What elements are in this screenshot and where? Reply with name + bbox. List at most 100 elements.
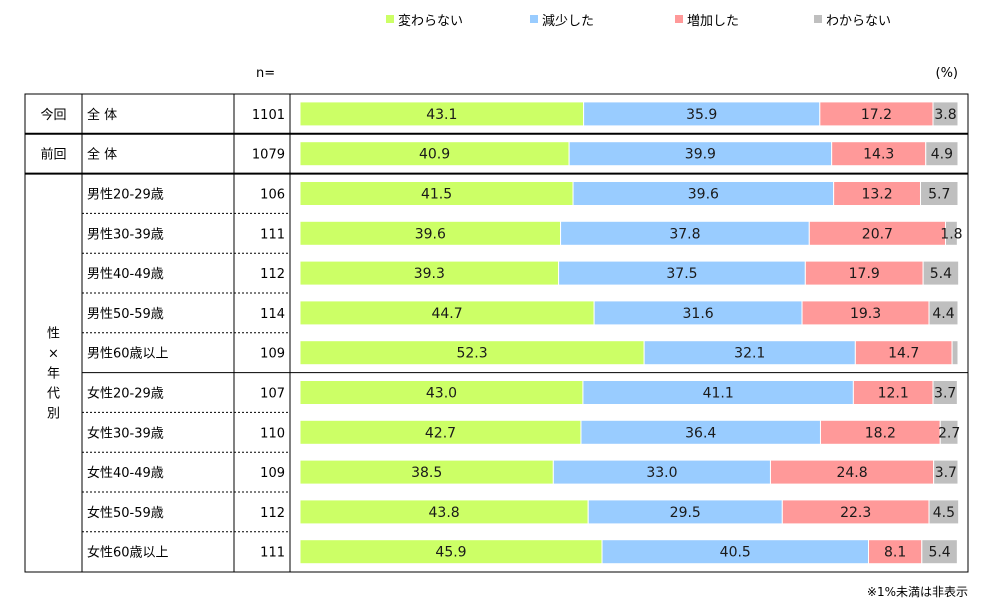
bar-value-label: 8.1 [884, 545, 906, 561]
category-label: 女性30-39歳 [87, 425, 164, 441]
bar-value-label: 24.8 [836, 465, 867, 481]
bar-value-label: 22.3 [840, 505, 871, 521]
bar-segment [939, 419, 959, 445]
bar-value-label: 13.2 [861, 187, 892, 203]
legend: 変わらない 減少した 増加した わからない [0, 9, 998, 29]
bar-value-label: 17.2 [861, 107, 892, 123]
bar-segment [299, 419, 582, 445]
n-value: 109 [260, 347, 285, 362]
n-value: 114 [260, 307, 285, 322]
bar-segment [568, 141, 833, 167]
bar-segment [919, 181, 959, 206]
bar-segment [833, 181, 921, 206]
bar-value-label: 14.3 [863, 147, 894, 163]
bar-segment [781, 499, 930, 525]
legend-swatch-unknown [814, 15, 822, 23]
group-label-char: 年 [47, 367, 60, 382]
group-label: 今回 [40, 107, 66, 123]
bar-segment [572, 181, 835, 206]
n-value: 112 [260, 267, 285, 282]
bar-value-label: 31.6 [683, 306, 714, 322]
bar-segment [593, 300, 803, 326]
bar-value-label: 45.9 [435, 545, 466, 561]
bar-value-label: 36.4 [685, 425, 716, 441]
bar-segment [928, 300, 959, 326]
bar-segment [299, 539, 603, 565]
legend-label-increased: 増加した [687, 13, 740, 29]
bar-segment [819, 101, 934, 127]
bar-segment [769, 459, 935, 485]
category-label: 全 体 [87, 147, 117, 163]
legend-swatch-increased [675, 15, 683, 23]
bar-segment [925, 141, 959, 167]
category-label: 男性50-59歳 [87, 307, 164, 322]
category-label: 男性20-29歳 [87, 188, 164, 203]
bar-value-label: 4.9 [931, 147, 953, 163]
category-label: 男性30-39歳 [87, 227, 164, 242]
group-label-char: 代 [47, 387, 60, 402]
bar-value-label: 3.7 [934, 386, 956, 402]
bar-value-label: 17.9 [849, 266, 880, 282]
bar-segment [801, 300, 930, 326]
bar-value-label: 33.0 [646, 465, 677, 481]
bar-value-label: 18.2 [865, 425, 896, 441]
bar-value-label: 43.0 [426, 386, 457, 402]
bar-segment [928, 499, 960, 525]
legend-label-unknown: わからない [826, 13, 892, 29]
bar-value-label: 37.5 [666, 266, 697, 282]
bar-value-label: 32.1 [734, 346, 765, 362]
group-label: 前回 [40, 147, 66, 163]
legend-swatch-unchanged [386, 15, 394, 23]
bar-segment [868, 539, 923, 565]
legend-item-unknown: わからない [814, 9, 891, 29]
bar-segment [932, 101, 959, 127]
bar-segment [299, 340, 645, 366]
bar-value-label: 20.7 [862, 226, 893, 242]
group-label-char: × [48, 347, 59, 362]
bar-segment [552, 459, 771, 485]
legend-item-increased: 増加した [675, 9, 739, 29]
bar-value-label: 52.3 [456, 346, 487, 362]
bar-value-label: 39.9 [685, 147, 716, 163]
category-label: 女性50-59歳 [87, 505, 164, 521]
n-value: 106 [260, 188, 285, 203]
bar-value-label: 29.5 [670, 505, 701, 521]
bar-value-label: 14.7 [888, 346, 919, 362]
legend-label-unchanged: 変わらない [398, 13, 464, 29]
n-value: 109 [260, 466, 285, 481]
bar-value-label: 43.8 [429, 505, 460, 521]
bar-value-label: 39.6 [688, 187, 719, 203]
bar-value-label: 40.5 [720, 545, 751, 561]
bar-segment [299, 101, 585, 127]
category-label: 男性40-49歳 [87, 267, 164, 282]
percent-header: (%) [935, 66, 959, 81]
n-value: 107 [260, 387, 285, 402]
bar-segment [560, 220, 810, 246]
bar-value-label: 1.8 [940, 226, 962, 242]
group-label-char: 別 [47, 407, 60, 422]
legend-item-unchanged: 変わらない [386, 9, 463, 29]
bar-value-label: 39.3 [414, 266, 445, 282]
bar-segment [299, 220, 562, 246]
legend-item-decreased: 減少した [530, 9, 594, 29]
bar-value-label: 5.7 [928, 187, 950, 203]
bar-value-label: 44.7 [431, 306, 462, 322]
category-label: 女性40-49歳 [87, 465, 164, 481]
n-header: n= [256, 66, 276, 81]
bar-segment [819, 419, 941, 445]
bar-value-label: 5.4 [928, 545, 950, 561]
bar-value-label: 4.5 [933, 505, 955, 521]
group-label-char: 性 [47, 327, 60, 342]
bar-value-label: 5.4 [930, 266, 952, 282]
bar-segment [933, 459, 959, 485]
bar-value-label: 35.9 [686, 107, 717, 123]
bar-value-label: 19.3 [850, 306, 881, 322]
bar-segment [921, 539, 958, 565]
bar-segment [580, 419, 821, 445]
bar-value-label: 43.1 [426, 107, 457, 123]
n-value: 110 [260, 426, 285, 441]
bar-segment [299, 459, 554, 485]
bar-value-label: 4.4 [932, 306, 954, 322]
bar-segment [922, 260, 960, 286]
